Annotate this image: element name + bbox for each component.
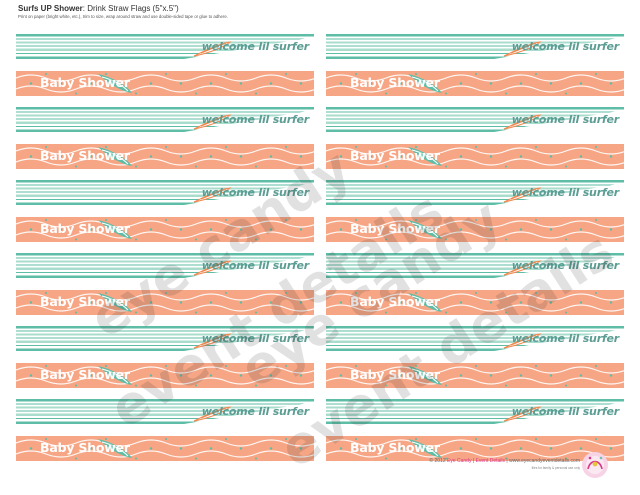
footer: © 2012 Eye Candy | Event Details | www.e… [370,458,580,470]
sheet-title-rest: : Drink Straw Flags (5"x.5") [82,4,179,13]
welcome-lil-surfer-label: welcome lil surfer [511,332,619,345]
baby-shower-label: Baby Shower [40,74,130,90]
stripe-pattern-icon [326,107,624,132]
wave-pattern-icon [326,362,624,388]
sheet-title-bold: Surfs UP Shower [18,4,83,13]
stripe-flag: welcome lil surfer [16,180,314,205]
wave-pattern-icon [16,143,314,169]
stripe-pattern-icon [326,253,624,278]
stripe-flag: welcome lil surfer [16,34,314,59]
baby-shower-label: Baby Shower [40,439,130,455]
stripe-flag: welcome lil surfer [326,180,624,205]
welcome-lil-surfer-label: welcome lil surfer [511,259,619,272]
welcome-lil-surfer-label: welcome lil surfer [201,259,309,272]
stripe-flag: welcome lil surfer [16,107,314,132]
wave-pattern-icon [326,143,624,169]
print-instructions: Print on paper (bright white, etc.), tri… [18,14,228,19]
sheet-header: Surfs UP Shower: Drink Straw Flags (5"x.… [18,4,228,19]
wave-flag: Baby Shower [16,362,314,388]
footer-credits: © 2012 Eye Candy | Event Details | www.e… [370,458,580,464]
footer-note: files for family & personal use only [531,466,580,470]
baby-shower-label: Baby Shower [350,439,440,455]
wave-pattern-icon [326,289,624,315]
stripe-flag: welcome lil surfer [326,326,624,351]
stripe-pattern-icon [16,399,314,424]
welcome-lil-surfer-label: welcome lil surfer [511,405,619,418]
baby-shower-label: Baby Shower [350,147,440,163]
stripe-pattern-icon [16,253,314,278]
wave-pattern-icon [326,216,624,242]
baby-shower-label: Baby Shower [40,293,130,309]
eye-candy-logo-icon [582,452,608,478]
wave-flag: Baby Shower [326,435,624,461]
baby-shower-label: Baby Shower [350,220,440,236]
footer-brand-2: Event Details [475,458,506,464]
welcome-lil-surfer-label: welcome lil surfer [511,40,619,53]
baby-shower-label: Baby Shower [350,74,440,90]
wave-flag: Baby Shower [326,216,624,242]
wave-pattern-icon [16,70,314,96]
footer-brand: Eye Candy [447,458,472,464]
welcome-lil-surfer-label: welcome lil surfer [201,332,309,345]
stripe-pattern-icon [16,326,314,351]
wave-flag: Baby Shower [16,70,314,96]
flag-column-left: welcome lil surfer Baby Shower [16,34,314,472]
welcome-lil-surfer-label: welcome lil surfer [201,113,309,126]
flag-column-right: welcome lil surfer Baby Shower [326,34,624,472]
wave-pattern-icon [16,435,314,461]
stripe-flag: welcome lil surfer [326,399,624,424]
welcome-lil-surfer-label: welcome lil surfer [201,186,309,199]
baby-shower-label: Baby Shower [40,147,130,163]
wave-pattern-icon [16,216,314,242]
welcome-lil-surfer-label: welcome lil surfer [201,405,309,418]
footer-separator-2: | [506,458,508,464]
wave-pattern-icon [16,362,314,388]
footer-separator: | [472,458,475,464]
stripe-pattern-icon [326,399,624,424]
footer-copyright: © 2012 [429,458,446,464]
wave-flag: Baby Shower [326,289,624,315]
baby-shower-label: Baby Shower [350,293,440,309]
stripe-pattern-icon [16,107,314,132]
wave-pattern-icon [16,289,314,315]
welcome-lil-surfer-label: welcome lil surfer [201,40,309,53]
baby-shower-label: Baby Shower [40,366,130,382]
welcome-lil-surfer-label: welcome lil surfer [511,113,619,126]
wave-flag: Baby Shower [326,70,624,96]
sheet-title: Surfs UP Shower: Drink Straw Flags (5"x.… [18,4,228,13]
stripe-pattern-icon [326,34,624,59]
footer-website: www.eyecandyeventdetails.com [509,458,580,464]
wave-flag: Baby Shower [326,362,624,388]
wave-flag: Baby Shower [16,143,314,169]
baby-shower-label: Baby Shower [40,220,130,236]
stripe-flag: welcome lil surfer [16,253,314,278]
stripe-flag: welcome lil surfer [16,326,314,351]
stripe-pattern-icon [16,180,314,205]
wave-flag: Baby Shower [16,435,314,461]
stripe-pattern-icon [326,326,624,351]
wave-pattern-icon [326,435,624,461]
stripe-flag: welcome lil surfer [326,34,624,59]
wave-flag: Baby Shower [16,289,314,315]
welcome-lil-surfer-label: welcome lil surfer [511,186,619,199]
stripe-flag: welcome lil surfer [326,107,624,132]
stripe-pattern-icon [326,180,624,205]
wave-flag: Baby Shower [326,143,624,169]
stripe-flag: welcome lil surfer [16,399,314,424]
stripe-pattern-icon [16,34,314,59]
baby-shower-label: Baby Shower [350,366,440,382]
wave-pattern-icon [326,70,624,96]
wave-flag: Baby Shower [16,216,314,242]
stripe-flag: welcome lil surfer [326,253,624,278]
